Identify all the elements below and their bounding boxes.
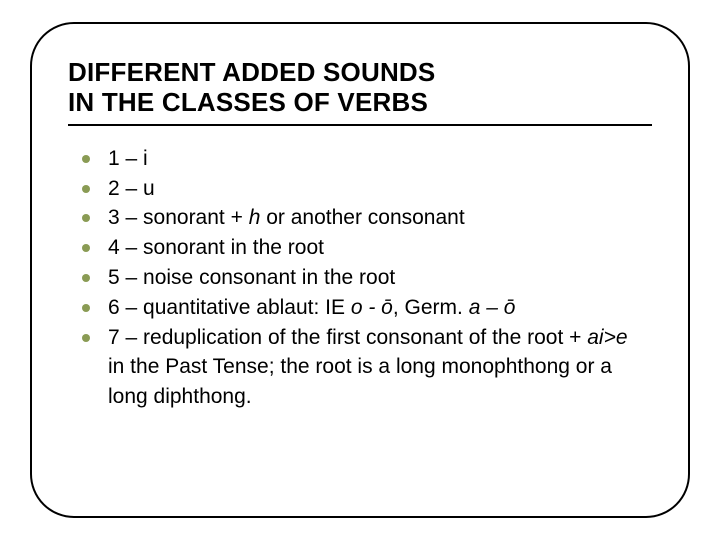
slide-frame: DIFFERENT ADDED SOUNDS IN THE CLASSES OF… (30, 22, 690, 518)
item-italic: ai>e (587, 326, 627, 349)
item-suffix: in the Past Tense; the root is a long mo… (108, 355, 612, 408)
item-text: 1 – i (108, 147, 148, 170)
item-text: 4 – sonorant in the root (108, 236, 324, 259)
list-item: 2 – u (82, 174, 646, 204)
list-item: 6 – quantitative ablaut: IE o - ō, Germ.… (82, 293, 646, 323)
item-prefix: 3 – sonorant + (108, 206, 249, 229)
title-line-1: DIFFERENT ADDED SOUNDS (68, 57, 435, 87)
list-item: 7 – reduplication of the first consonant… (82, 323, 646, 412)
list-item: 5 – noise consonant in the root (82, 263, 646, 293)
bullet-list: 1 – i 2 – u 3 – sonorant + h or another … (68, 144, 652, 412)
title-line-2: IN THE CLASSES OF VERBS (68, 87, 428, 117)
item-italic: h (249, 206, 261, 229)
item-text: 2 – u (108, 177, 155, 200)
title-underline (68, 124, 652, 126)
item-text: 5 – noise consonant in the root (108, 266, 395, 289)
item-italic-2: a – ō (469, 296, 516, 319)
item-italic: o - ō (351, 296, 393, 319)
item-prefix: 6 – quantitative ablaut: IE (108, 296, 351, 319)
slide: DIFFERENT ADDED SOUNDS IN THE CLASSES OF… (0, 0, 720, 540)
list-item: 1 – i (82, 144, 646, 174)
item-mid: , Germ. (393, 296, 469, 319)
item-suffix: or another consonant (260, 206, 464, 229)
list-item: 4 – sonorant in the root (82, 233, 646, 263)
item-prefix: 7 – reduplication of the first consonant… (108, 326, 587, 349)
slide-title: DIFFERENT ADDED SOUNDS IN THE CLASSES OF… (68, 58, 652, 118)
list-item: 3 – sonorant + h or another consonant (82, 203, 646, 233)
